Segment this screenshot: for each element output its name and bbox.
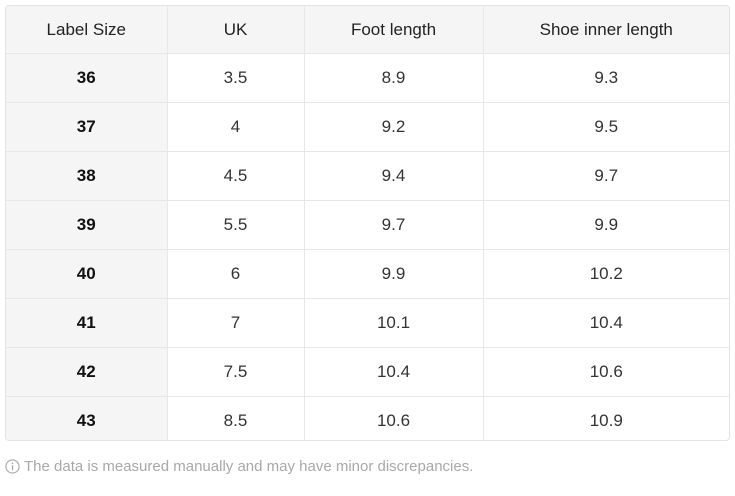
shoe-inner-length-cell: 9.3 [483, 53, 729, 103]
header-row: Label Size UK Foot length Shoe inner len… [6, 6, 729, 54]
table-row: 38 4.5 9.4 9.7 [6, 151, 729, 201]
uk-cell: 4.5 [167, 151, 305, 201]
header-label-size: Label Size [6, 6, 168, 54]
foot-length-cell: 9.9 [304, 249, 484, 299]
foot-length-cell: 9.2 [304, 102, 484, 152]
disclaimer-text: The data is measured manually and may ha… [24, 458, 474, 475]
table-row: 39 5.5 9.7 9.9 [6, 200, 729, 250]
foot-length-cell: 10.1 [304, 298, 484, 348]
label-size-cell: 41 [6, 298, 168, 348]
label-size-cell: 38 [6, 151, 168, 201]
shoe-inner-length-cell: 10.9 [589, 411, 623, 430]
shoe-inner-length-cell: 9.5 [483, 102, 729, 152]
table-row: 36 3.5 8.9 9.3 [6, 53, 729, 103]
size-table: Label Size UK Foot length Shoe inner len… [6, 6, 729, 440]
uk-cell: 4 [167, 102, 305, 152]
disclaimer-note: The data is measured manually and may ha… [5, 458, 473, 475]
header-shoe-inner-length: Shoe inner length [483, 6, 729, 54]
shoe-inner-length-cell: 9.9 [483, 200, 729, 250]
foot-length-cell: 9.7 [304, 200, 484, 250]
label-size-cell: 39 [6, 200, 168, 250]
uk-cell: 7 [167, 298, 305, 348]
foot-length-cell: 9.4 [304, 151, 484, 201]
foot-length-cell: 8.9 [304, 53, 484, 103]
label-size-cell: 40 [6, 249, 168, 299]
label-size-cell: 37 [6, 102, 168, 152]
uk-cell: 3.5 [167, 53, 305, 103]
label-size-cell: 43 [6, 396, 168, 440]
uk-cell: 6 [167, 249, 305, 299]
table-row: 41 7 10.1 10.4 [6, 298, 729, 348]
table-header: Label Size UK Foot length Shoe inner len… [6, 6, 729, 54]
table-row: 42 7.5 10.4 10.6 [6, 347, 729, 397]
foot-length-cell: 10.6 [304, 396, 484, 440]
label-size-cell: 36 [6, 53, 168, 103]
shoe-inner-length-cell: 10.4 [483, 298, 729, 348]
shoe-inner-length-cell: 10.6 [483, 347, 729, 397]
size-chart-table: Label Size UK Foot length Shoe inner len… [5, 5, 730, 441]
table-body: 36 3.5 8.9 9.3 37 4 9.2 9.5 38 4.5 9.4 9… [6, 53, 729, 440]
header-foot-length: Foot length [304, 6, 484, 54]
label-size-cell: 42 [6, 347, 168, 397]
shoe-inner-length-cell: 10.2 [483, 249, 729, 299]
shoe-inner-length-cell: 9.7 [483, 151, 729, 201]
table-row: 43 8.5 10.6 10.9 [6, 396, 729, 440]
foot-length-cell: 10.4 [304, 347, 484, 397]
uk-cell: 8.5 [167, 396, 305, 440]
table-row: 37 4 9.2 9.5 [6, 102, 729, 152]
uk-cell: 5.5 [167, 200, 305, 250]
table-row: 40 6 9.9 10.2 [6, 249, 729, 299]
header-uk: UK [167, 6, 305, 54]
uk-cell: 7.5 [167, 347, 305, 397]
info-icon [5, 459, 20, 474]
